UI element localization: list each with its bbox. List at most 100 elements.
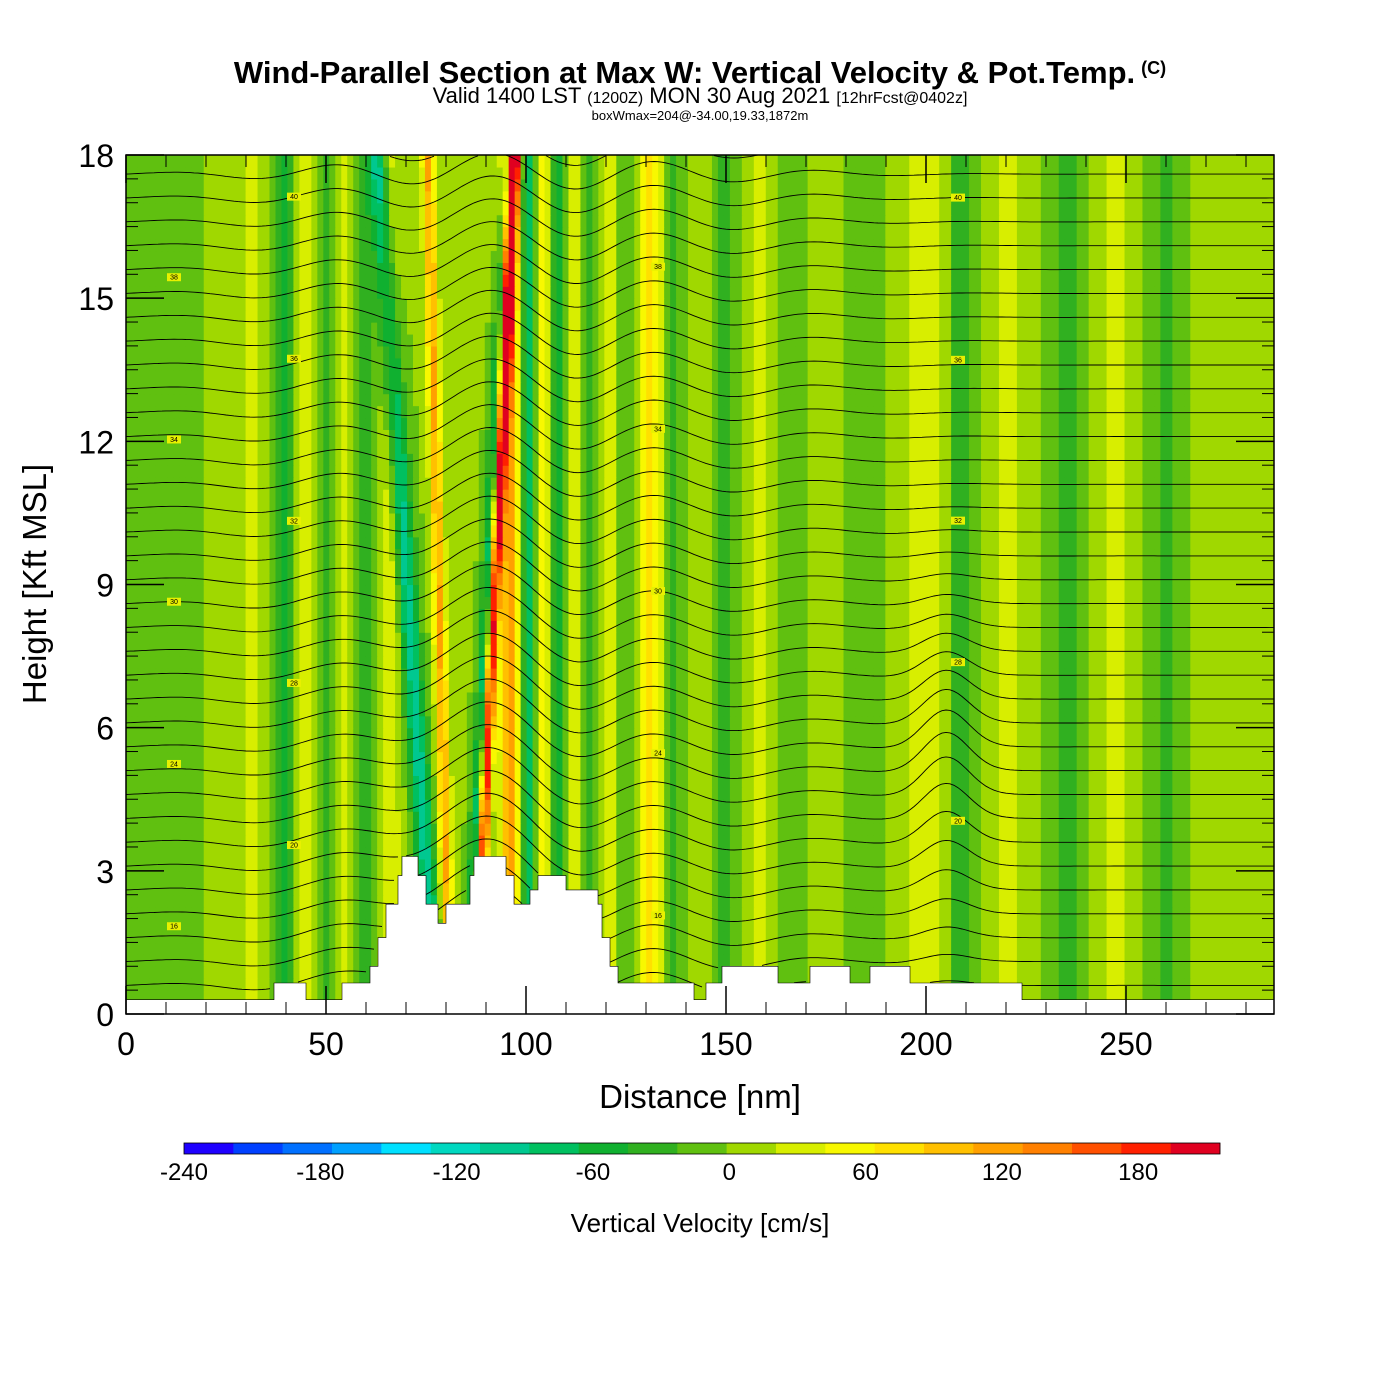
velocity-cell (335, 990, 342, 1003)
velocity-cell (921, 823, 928, 836)
velocity-cell (771, 739, 779, 753)
velocity-cell (628, 870, 635, 884)
velocity-cell (867, 942, 874, 955)
velocity-cell (383, 870, 390, 884)
velocity-cell (676, 751, 683, 765)
velocity-cell (197, 846, 205, 860)
velocity-cell (299, 835, 306, 848)
velocity-cell (1106, 787, 1114, 800)
velocity-cell (1136, 966, 1144, 979)
velocity-cell (819, 954, 827, 967)
velocity-cell (807, 942, 815, 955)
velocity-cell (514, 775, 522, 788)
velocity-cell (1262, 835, 1269, 848)
velocity-cell (1100, 954, 1108, 967)
velocity-cell (801, 882, 809, 896)
velocity-cell (592, 811, 599, 824)
velocity-cell (245, 846, 253, 860)
velocity-cell (1256, 918, 1263, 932)
velocity-cell (1106, 918, 1114, 932)
velocity-cell (389, 775, 396, 788)
velocity-cell (640, 906, 647, 920)
velocity-cell (448, 787, 456, 800)
velocity-cell (484, 775, 492, 788)
velocity-cell (849, 775, 857, 788)
velocity-cell (197, 775, 205, 788)
velocity-cell (167, 775, 175, 788)
velocity-cell (1040, 978, 1048, 991)
velocity-cell (275, 858, 283, 872)
velocity-cell (317, 894, 324, 908)
velocity-cell (1106, 906, 1114, 920)
velocity-cell (329, 775, 336, 788)
velocity-cell (1064, 823, 1072, 836)
velocity-cell (903, 906, 910, 920)
velocity-cell (299, 787, 306, 800)
velocity-cell (1100, 823, 1108, 836)
velocity-cell (424, 751, 432, 765)
velocity-cell (963, 727, 970, 741)
velocity-cell (933, 835, 940, 848)
velocity-cell (670, 799, 677, 812)
velocity-cell (311, 846, 318, 860)
velocity-cell (723, 870, 731, 884)
velocity-cell (1226, 739, 1233, 753)
velocity-cell (413, 775, 420, 788)
velocity-cell (215, 870, 223, 884)
velocity-cell (126, 894, 133, 908)
velocity-cell (424, 727, 432, 741)
velocity-cell (855, 942, 863, 955)
velocity-cell (1022, 727, 1030, 741)
velocity-cell (957, 918, 964, 932)
velocity-cell (688, 882, 695, 896)
velocity-cell (137, 775, 145, 788)
velocity-cell (155, 823, 163, 836)
velocity-cell (634, 751, 641, 765)
velocity-cell (329, 835, 336, 848)
velocity-cell (628, 966, 635, 979)
velocity-cell (735, 727, 743, 741)
velocity-cell (424, 799, 432, 812)
velocity-cell (1076, 966, 1084, 979)
velocity-cell (365, 930, 372, 944)
velocity-cell (275, 906, 283, 920)
velocity-cell (131, 930, 139, 944)
velocity-cell (879, 882, 886, 896)
velocity-cell (652, 930, 659, 944)
velocity-cell (789, 882, 797, 896)
velocity-cell (1064, 978, 1072, 991)
velocity-cell (490, 823, 498, 836)
velocity-cell (855, 823, 863, 836)
velocity-cell (807, 835, 815, 848)
velocity-cell (269, 715, 277, 729)
velocity-cell (209, 799, 217, 812)
velocity-cell (1094, 918, 1102, 932)
velocity-cell (245, 882, 253, 896)
velocity-cell (1268, 990, 1274, 1003)
velocity-cell (1190, 918, 1197, 932)
velocity-cell (604, 775, 611, 788)
velocity-cell (1256, 942, 1263, 955)
velocity-cell (723, 811, 731, 824)
velocity-cell (305, 823, 312, 836)
velocity-cell (1244, 882, 1251, 896)
velocity-cell (843, 775, 851, 788)
velocity-cell (1184, 763, 1191, 776)
velocity-cell (1166, 775, 1173, 788)
velocity-cell (478, 811, 486, 824)
velocity-cell (981, 715, 988, 729)
velocity-cell (1028, 787, 1036, 800)
velocity-cell (520, 799, 528, 812)
velocity-cell (1202, 823, 1209, 836)
velocity-cell (538, 739, 546, 753)
velocity-cell (1220, 775, 1227, 788)
velocity-cell (329, 882, 336, 896)
velocity-cell (1100, 990, 1108, 1003)
velocity-cell (1094, 954, 1102, 967)
velocity-cell (389, 894, 396, 908)
velocity-cell (741, 954, 749, 967)
velocity-cell (460, 894, 468, 908)
velocity-cell (1262, 846, 1269, 860)
velocity-cell (1076, 835, 1084, 848)
velocity-cell (957, 846, 964, 860)
